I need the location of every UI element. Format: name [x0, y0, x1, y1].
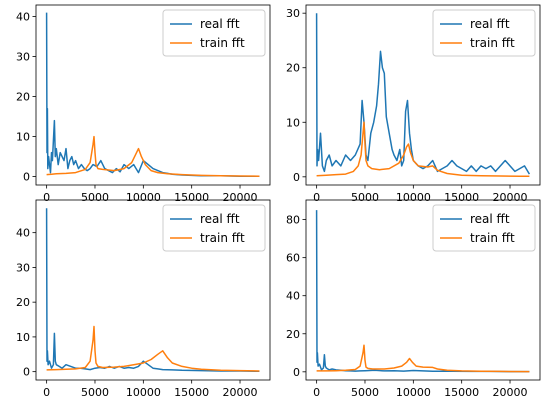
- x-tick-label: 0: [43, 191, 50, 204]
- y-tick-label: 20: [286, 328, 300, 341]
- y-tick-label: 40: [286, 290, 300, 303]
- series-line-real-fft: [315, 210, 530, 373]
- y-tick-label: 40: [16, 11, 30, 24]
- axes-frame: [305, 199, 541, 381]
- legend-box: [432, 204, 536, 252]
- y-tick-label: 0: [293, 171, 300, 184]
- plot-area: [315, 210, 530, 373]
- series-line-real-fft: [315, 13, 531, 175]
- y-tick-label: 10: [16, 331, 30, 344]
- x-tick-label: 5000: [81, 386, 109, 399]
- series-line-train-fft: [46, 325, 260, 372]
- x-tick-label: 10000: [396, 386, 431, 399]
- y-tick-label: 60: [286, 252, 300, 265]
- axes-frame: [35, 4, 271, 186]
- legend: real fft train fft: [432, 204, 536, 252]
- x-tick-label: 0: [43, 386, 50, 399]
- x-tick-label: 5000: [351, 191, 379, 204]
- x-tick-label: 20000: [223, 191, 258, 204]
- legend-box: [162, 9, 266, 57]
- x-tick-label: 10000: [126, 386, 161, 399]
- x-tick-label: 15000: [444, 386, 479, 399]
- y-tick-label: 30: [16, 261, 30, 274]
- legend-entry: train fft: [470, 231, 515, 245]
- legend: real fft train fft: [162, 9, 266, 57]
- x-tick-label: 20000: [493, 386, 528, 399]
- axes-frame: [305, 4, 541, 186]
- y-tick-label: 0: [23, 171, 30, 184]
- series-line-train-fft: [316, 344, 530, 373]
- legend-box: [432, 9, 536, 57]
- legend-entry: train fft: [470, 36, 515, 50]
- y-tick-label: 20: [286, 62, 300, 75]
- x-tick-label: 10000: [126, 191, 161, 204]
- x-tick-label: 20000: [223, 386, 258, 399]
- subplot-1: 0 5000 10000 15000 20000 0 10 20 30 40 real fft tra…: [16, 4, 271, 204]
- y-tick-label: 20: [16, 91, 30, 104]
- subplot-3: 0 5000 10000 15000 20000 0 10 20 30 40 real fft tra…: [16, 199, 271, 399]
- y-tick-label: 10: [286, 116, 300, 129]
- legend-entry: real fft: [470, 17, 510, 31]
- x-tick-label: 15000: [444, 191, 479, 204]
- legend: real fft train fft: [162, 204, 266, 252]
- subplot-4: 0 5000 10000 15000 20000 0 20 40 60 80 real fft tra…: [286, 199, 541, 399]
- x-tick-label: 0: [313, 191, 320, 204]
- subplot-2: 0 5000 10000 15000 20000 0 10 20 30 real fft train…: [286, 4, 541, 204]
- y-tick-label: 80: [286, 214, 300, 227]
- series-line-train-fft: [316, 121, 530, 178]
- y-tick-label: 10: [16, 131, 30, 144]
- legend-entry: train fft: [200, 36, 245, 50]
- plot-area: [45, 12, 260, 177]
- x-tick-label: 5000: [351, 386, 379, 399]
- x-tick-label: 0: [313, 386, 320, 399]
- y-tick-label: 0: [293, 366, 300, 379]
- legend-entry: real fft: [470, 212, 510, 226]
- axes-frame: [35, 199, 271, 381]
- legend-entry: train fft: [200, 231, 245, 245]
- x-tick-label: 5000: [81, 191, 109, 204]
- plot-area: [45, 208, 260, 373]
- y-tick-label: 30: [286, 7, 300, 20]
- legend: real fft train fft: [432, 9, 536, 57]
- y-tick-label: 30: [16, 51, 30, 64]
- x-tick-label: 20000: [493, 191, 528, 204]
- series-line-real-fft: [45, 12, 260, 177]
- legend-box: [162, 204, 266, 252]
- x-tick-label: 10000: [396, 191, 431, 204]
- series-line-train-fft: [46, 135, 260, 177]
- plot-area: [315, 13, 531, 178]
- legend-entry: real fft: [200, 212, 240, 226]
- y-tick-label: 20: [16, 296, 30, 309]
- y-tick-label: 0: [23, 366, 30, 379]
- x-tick-label: 15000: [174, 191, 209, 204]
- y-tick-label: 40: [16, 227, 30, 240]
- legend-entry: real fft: [200, 17, 240, 31]
- x-tick-label: 15000: [174, 386, 209, 399]
